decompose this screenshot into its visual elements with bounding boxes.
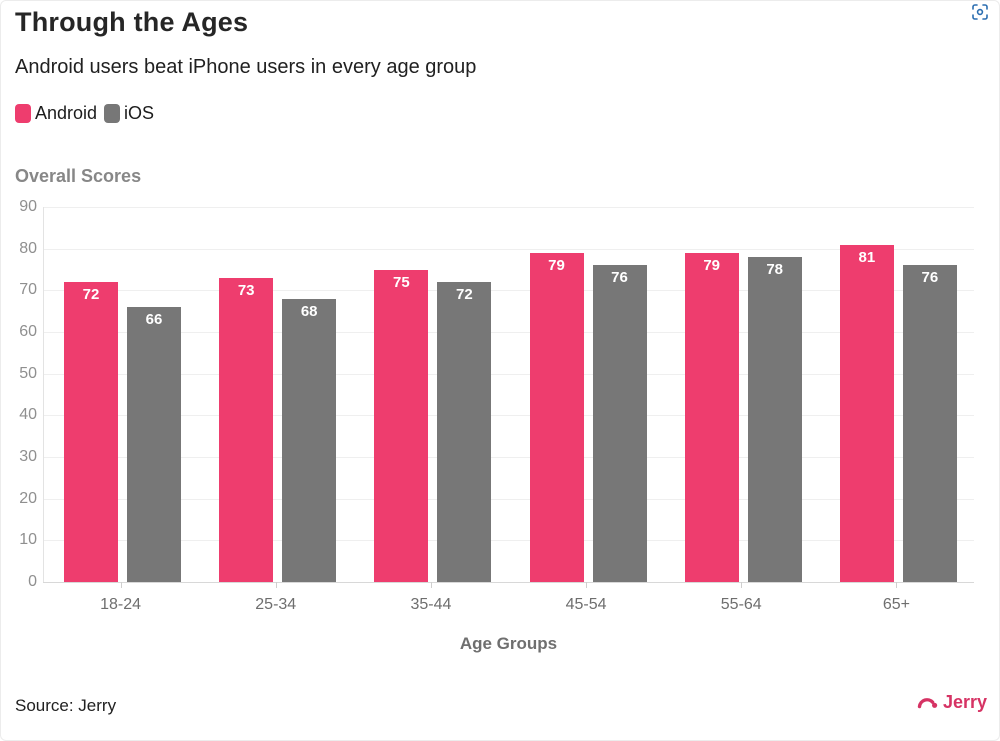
gridline	[43, 332, 974, 333]
y-axis-tick-label: 80	[19, 239, 37, 257]
jerry-logo[interactable]: Jerry	[917, 692, 987, 713]
x-axis-tick-label: 25-34	[255, 596, 297, 613]
x-axis-tick	[896, 582, 898, 588]
y-axis-tick-label: 30	[19, 448, 37, 465]
legend: Android iOS	[15, 103, 161, 124]
android-bar: 79	[684, 252, 739, 582]
y-axis-tick-label: 70	[19, 281, 37, 299]
y-axis-tick-label: 10	[19, 531, 37, 549]
brand-name: Jerry	[942, 692, 987, 712]
y-axis-tick-label: 50	[19, 364, 37, 382]
x-axis-tick	[430, 582, 432, 588]
legend-item-ios: iOS	[104, 103, 154, 124]
y-axis-tick-label: 60	[19, 323, 37, 340]
bar-chart: 0 10 20 30 40 50 60 70 80 90 72 66 18-24 73 68 25-34 75 7…	[19, 198, 974, 613]
ios-bar: 72	[437, 282, 492, 582]
gridline	[43, 415, 974, 417]
expand-icon[interactable]	[970, 3, 990, 23]
gridline	[43, 290, 974, 292]
android-bar: 81	[839, 244, 894, 582]
bar-value-label: 73	[237, 281, 255, 299]
source-text: Source: Jerry	[15, 696, 117, 715]
x-axis-tick	[120, 582, 122, 588]
y-axis-tick-label: 90	[19, 198, 37, 215]
y-axis-tick-label: 20	[19, 489, 37, 507]
page-title: Through the Ages	[15, 7, 249, 37]
gridline	[43, 373, 974, 375]
chart-title: Overall Scores	[15, 166, 142, 186]
bar-value-label: 68	[300, 302, 318, 320]
android-bar: 73	[219, 277, 274, 582]
bar-value-label: 72	[82, 286, 100, 303]
y-axis-tick-label: 0	[28, 573, 37, 590]
gridline	[43, 207, 974, 208]
subtitle: Android users beat iPhone users in every…	[15, 56, 477, 78]
bar-value-label: 79	[548, 256, 565, 274]
gridline	[43, 248, 974, 250]
android-swatch	[15, 104, 31, 123]
android-bar: 75	[374, 269, 429, 582]
x-axis-tick-label: 35-44	[410, 596, 452, 613]
ios-bar: 68	[282, 298, 337, 582]
bar-value-label: 66	[145, 311, 163, 328]
legend-label-ios: iOS	[124, 103, 155, 123]
bar-value-label: 81	[858, 248, 876, 266]
bar-value-label: 76	[921, 269, 939, 287]
ios-bar: 66	[127, 307, 181, 582]
legend-label-android: Android	[35, 103, 98, 123]
ios-bar: 78	[747, 257, 802, 582]
y-axis-line	[43, 207, 44, 582]
legend-item-android: Android	[15, 103, 97, 124]
x-axis-tick-label: 55-64	[720, 596, 762, 613]
focus-expand-icon	[972, 4, 988, 20]
y-axis-tick-label: 40	[19, 406, 37, 424]
bar-value-label: 76	[611, 269, 628, 287]
x-axis-tick	[275, 582, 277, 588]
gridline	[43, 457, 974, 458]
x-axis-tick-label: 18-24	[100, 596, 142, 613]
gridline	[43, 498, 974, 500]
x-axis-title: Age Groups	[459, 634, 558, 653]
android-bar: 72	[64, 282, 118, 582]
bar-value-label: 79	[703, 256, 720, 274]
x-axis-tick-label: 65+	[882, 596, 910, 613]
x-axis-tick	[586, 582, 588, 588]
x-axis-tick-label: 45-54	[565, 596, 607, 613]
bar-value-label: 72	[455, 286, 473, 303]
gridline	[43, 540, 974, 542]
ios-bar: 76	[902, 265, 957, 582]
bar-value-label: 78	[766, 261, 783, 278]
x-axis-tick	[741, 582, 743, 588]
android-bar: 79	[529, 252, 584, 582]
ios-swatch	[104, 104, 121, 123]
gridline	[43, 582, 974, 583]
ios-bar: 76	[592, 265, 647, 582]
bar-value-label: 75	[392, 273, 410, 291]
jerry-arc-icon	[917, 697, 938, 708]
